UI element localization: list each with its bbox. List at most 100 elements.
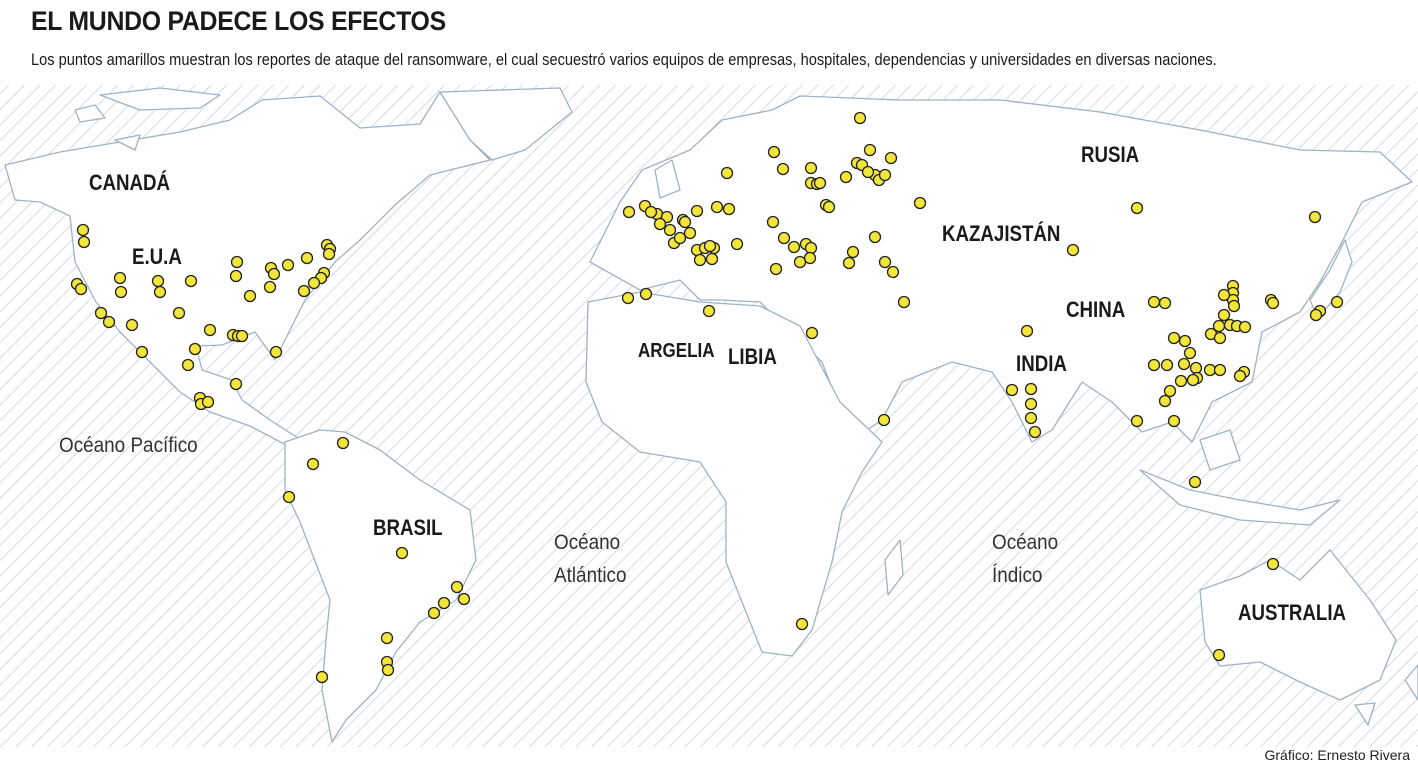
attack-report-dot [77,235,91,249]
attack-report-dot [1158,394,1172,408]
africa [585,291,883,657]
arctic-islands [74,87,221,151]
label-brasil: BRASIL [373,515,443,540]
attack-report-dot [1177,357,1191,371]
label-indian-ocean: Océano Índico [992,526,1058,592]
label-rusia: RUSIA [1081,142,1140,167]
attack-report-dot [74,282,88,296]
attack-report-dot [1266,296,1280,310]
attack-report-dot [1147,358,1161,372]
world-map [0,85,1418,747]
attack-report-dot [315,670,329,684]
attack-report-dot [1217,288,1231,302]
page-subtitle: Los puntos amarillos muestran los report… [31,50,1217,69]
attack-report-dot [1066,243,1080,257]
attack-report-dot [1183,346,1197,360]
attack-report-dot [102,315,116,329]
attack-report-dot [622,205,636,219]
attack-report-dot [673,231,687,245]
attack-report-dot [678,215,692,229]
attack-report-dot [184,274,198,288]
attack-report-dot [1024,411,1038,425]
attack-report-dot [1130,201,1144,215]
attack-report-dot [877,413,891,427]
attack-report-dot [1167,331,1181,345]
attack-report-dot [135,345,149,359]
graphic-credit: Gráfico: Ernesto Rivera [1264,747,1411,763]
attack-report-dot [1147,295,1161,309]
uk-island [654,159,681,199]
label-canada: CANADÁ [89,170,171,195]
attack-report-dot [114,285,128,299]
attack-report-dot [722,202,736,216]
attack-report-dot [621,291,635,305]
attack-report-dot [795,617,809,631]
attack-report-dot [804,241,818,255]
attack-report-dot [703,239,717,253]
attack-report-dot [861,165,875,179]
attack-report-dot [720,166,734,180]
label-atlantic-ocean: Océano Atlántico [554,526,626,592]
attack-report-dot [188,342,202,356]
attack-report-dot [777,231,791,245]
attack-report-dot [653,217,667,231]
attack-report-dot [702,304,716,318]
attack-report-dot [450,580,464,594]
attack-report-dot [913,196,927,210]
indonesia [1139,429,1341,526]
attack-report-dot [730,237,744,251]
attack-report-dot [804,161,818,175]
attack-report-dot [813,176,827,190]
label-indian-line1: Océano [992,531,1059,554]
attack-report-dot [1024,397,1038,411]
attack-report-dot [884,151,898,165]
attack-report-dot [805,326,819,340]
attack-report-dot [1212,648,1226,662]
attack-report-dot [201,395,215,409]
attack-report-dot [793,255,807,269]
page-title: EL MUNDO PADECE LOS EFECTOS [31,6,446,36]
attack-report-dot [437,596,451,610]
attack-report-dot [229,269,243,283]
attack-report-dot [690,204,704,218]
label-kazajistan: KAZAJISTÁN [942,221,1061,246]
attack-report-dot [769,262,783,276]
attack-report-dot [1028,425,1042,439]
attack-report-dot [172,306,186,320]
attack-report-dot [839,170,853,184]
attack-report-dot [203,323,217,337]
attack-report-dot [1188,475,1202,489]
label-atlantic-line2: Atlántico [554,564,627,587]
south-america [284,429,477,743]
attack-report-dot [1174,374,1188,388]
attack-report-dot [1217,308,1231,322]
label-usa: E.U.A [132,244,182,269]
attack-report-dot [281,258,295,272]
attack-report-dot [710,200,724,214]
attack-report-dot [125,318,139,332]
attack-report-dot [300,251,314,265]
greenland [439,87,573,161]
attack-report-dot [853,111,867,125]
attack-report-dot [297,284,311,298]
label-indian-line2: Índico [992,564,1043,587]
attack-report-dot [822,200,836,214]
label-pacific-ocean: Océano Pacífico [59,434,198,457]
attack-report-dot [1213,331,1227,345]
attack-report-dot [1005,383,1019,397]
attack-report-dot [868,230,882,244]
attack-report-dot [336,436,350,450]
attack-report-dot [1330,295,1344,309]
attack-report-dot [457,592,471,606]
attack-report-dot [1203,363,1217,377]
label-argelia: ARGELIA [638,340,715,362]
attack-report-dot [94,306,108,320]
north-america [4,91,491,447]
attack-report-dots [70,111,1344,684]
attack-report-dot [113,271,127,285]
attack-report-dot [767,145,781,159]
attack-report-dot [1186,373,1200,387]
attack-report-dot [269,345,283,359]
attack-report-dot [705,252,719,266]
attack-report-dot [235,329,249,343]
